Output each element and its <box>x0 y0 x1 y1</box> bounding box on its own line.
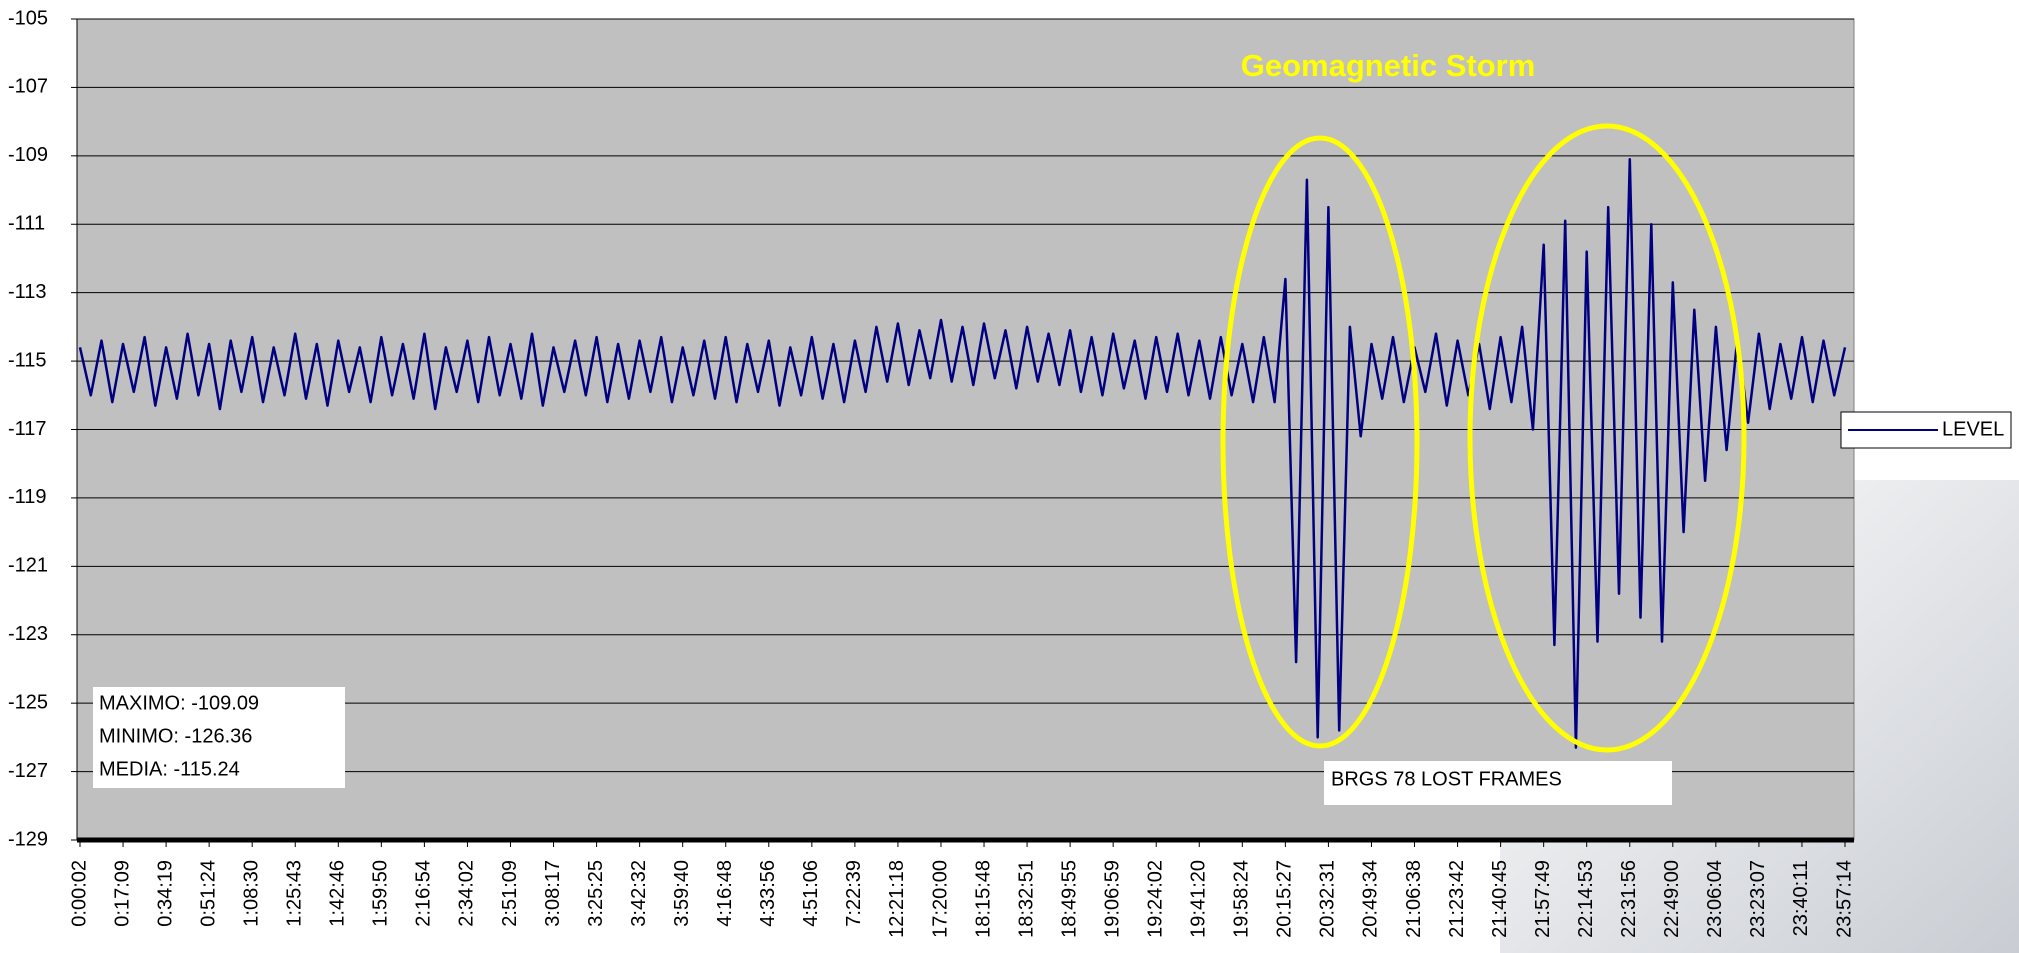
x-tick-label: 4:51:06 <box>800 860 822 927</box>
x-tick-label: 18:15:48 <box>972 860 994 938</box>
x-tick-label: 18:49:55 <box>1058 860 1080 938</box>
x-tick-label: 2:16:54 <box>413 860 435 927</box>
y-tick-label: -105 <box>8 7 48 29</box>
x-tick-label: 1:42:46 <box>327 860 349 927</box>
x-tick-label: 23:57:14 <box>1833 860 1855 938</box>
x-tick-label: 2:34:02 <box>456 860 478 927</box>
x-tick-label: 20:15:27 <box>1274 860 1296 938</box>
y-tick-label: -111 <box>8 213 45 235</box>
x-tick-label: 23:40:11 <box>1790 860 1812 936</box>
x-tick-label: 7:22:39 <box>843 860 865 927</box>
y-tick-label: -113 <box>8 281 47 303</box>
y-tick-label: -117 <box>8 418 47 440</box>
x-tick-label: 4:16:48 <box>714 860 736 927</box>
y-tick-label: -123 <box>8 623 48 645</box>
x-tick-label: 22:31:56 <box>1618 860 1640 938</box>
x-tick-label: 1:08:30 <box>240 860 262 927</box>
chart-title: Geomagnetic Storm <box>1241 48 1536 83</box>
x-tick-label: 1:25:43 <box>284 860 306 927</box>
chart: -129 -127 -125 -123 -121 -119 -117 -115 -113 -111… <box>0 0 2019 953</box>
x-tick-label: 3:08:17 <box>542 860 564 927</box>
y-tick-label: -129 <box>8 828 48 850</box>
x-tick-label: 19:24:02 <box>1145 860 1167 938</box>
x-tick-label: 21:06:38 <box>1403 860 1425 938</box>
x-tick-label: 19:58:24 <box>1231 860 1253 938</box>
x-tick-label: 20:49:34 <box>1360 860 1382 938</box>
x-tick-label: 18:32:51 <box>1015 860 1037 938</box>
x-tick-label: 19:41:20 <box>1188 860 1210 938</box>
annotation: MINIMO: -126.36 <box>99 725 252 747</box>
x-tick-label: 3:42:32 <box>628 860 650 927</box>
x-tick-label: 21:40:45 <box>1489 860 1511 938</box>
y-tick-label: -125 <box>8 691 48 713</box>
y-tick-label: -119 <box>8 486 47 508</box>
page: {"chart_data": { "type": "line", "title"… <box>0 0 2019 953</box>
y-tick-label: -121 <box>8 555 48 577</box>
x-tick-label: 3:59:40 <box>671 860 693 927</box>
y-tick-label: -127 <box>8 760 48 782</box>
annotation: BRGS 78 LOST FRAMES <box>1331 768 1562 790</box>
x-tick-label: 21:23:42 <box>1446 860 1468 938</box>
x-tick-label: 3:25:25 <box>585 860 607 927</box>
x-tick-label: 21:57:49 <box>1532 860 1554 938</box>
x-tick-label: 22:14:53 <box>1575 860 1597 938</box>
x-tick-label: 23:06:04 <box>1704 860 1726 938</box>
x-tick-label: 12:21:18 <box>886 860 908 938</box>
x-tick-label: 0:51:24 <box>197 860 219 927</box>
x-tick-label: 20:32:31 <box>1317 860 1339 938</box>
x-tick-label: 4:33:56 <box>757 860 779 927</box>
annotation: MEDIA: -115.24 <box>99 758 240 780</box>
x-tick-label: 23:23:07 <box>1747 860 1769 938</box>
x-tick-label: 0:17:09 <box>111 860 133 927</box>
y-tick-label: -109 <box>8 144 48 166</box>
x-tick-label: 1:59:50 <box>370 860 392 927</box>
legend-label: LEVEL <box>1942 418 2004 440</box>
x-tick-label: 2:51:09 <box>499 860 521 927</box>
y-tick-label: -107 <box>8 76 48 98</box>
x-tick-label: 19:06:59 <box>1101 860 1123 938</box>
x-tick-label: 22:49:00 <box>1661 860 1683 938</box>
y-tick-label: -115 <box>8 349 47 371</box>
annotation: MAXIMO: -109.09 <box>99 692 259 714</box>
x-tick-label: 0:00:02 <box>68 860 90 927</box>
x-tick-label: 17:20:00 <box>929 860 951 938</box>
x-tick-label: 0:34:19 <box>154 860 176 927</box>
